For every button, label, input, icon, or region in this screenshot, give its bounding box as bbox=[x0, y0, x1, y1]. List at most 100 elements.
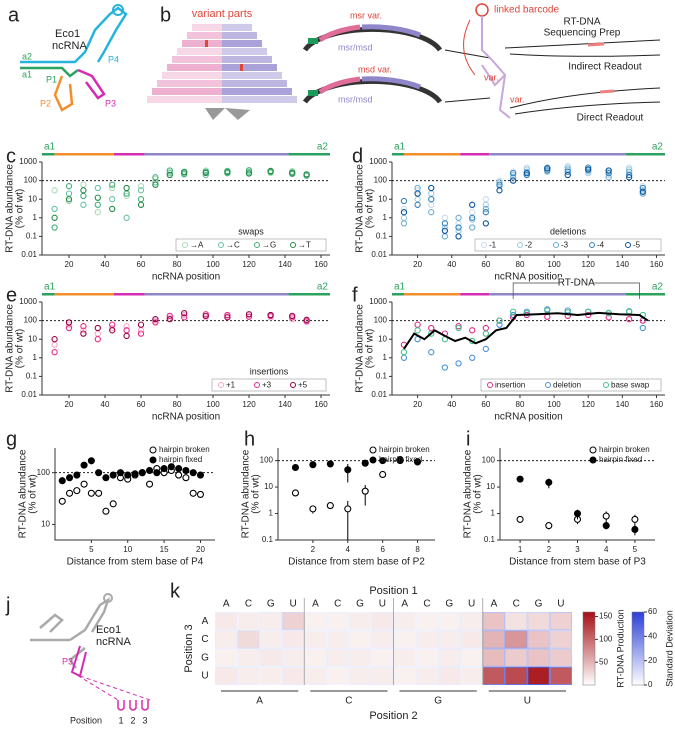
legend-label: insertion bbox=[495, 381, 525, 390]
x-tick-label: 80 bbox=[516, 260, 525, 269]
heatmap-cell bbox=[527, 630, 550, 649]
y-axis-title: RT-DNA abundance bbox=[5, 164, 16, 253]
point bbox=[51, 336, 58, 343]
point bbox=[175, 465, 183, 473]
diagram-title: ncRNA bbox=[52, 40, 88, 52]
colorbar-tick-label: 150 bbox=[599, 612, 613, 621]
x-tick-label: 40 bbox=[101, 400, 110, 409]
point bbox=[441, 224, 449, 231]
p2-stem bbox=[53, 75, 74, 112]
point bbox=[469, 354, 476, 361]
funnel bbox=[205, 108, 225, 120]
legend-label: -4 bbox=[597, 241, 605, 250]
point bbox=[94, 336, 101, 343]
y-tick-label: 100 bbox=[482, 456, 496, 465]
y-tick-label: 0.1 bbox=[26, 372, 38, 381]
label: P4 bbox=[108, 54, 119, 64]
region-label: a1 bbox=[44, 142, 56, 153]
legend-label: +3 bbox=[262, 381, 272, 390]
variant-part bbox=[222, 64, 277, 71]
x-tick-label: 20 bbox=[196, 545, 205, 554]
point bbox=[123, 184, 130, 192]
y-tick-label: 1000 bbox=[19, 297, 37, 306]
variant-part bbox=[222, 72, 282, 79]
point bbox=[102, 474, 110, 482]
legend-marker bbox=[517, 242, 523, 248]
point bbox=[137, 196, 145, 203]
dna bbox=[504, 39, 661, 57]
panel-label: c bbox=[6, 145, 16, 167]
x-tick-label: 120 bbox=[242, 260, 256, 269]
y-tick-label: 100 bbox=[24, 176, 38, 185]
point bbox=[414, 327, 421, 334]
legend-marker bbox=[589, 456, 597, 464]
y-tick-label: 10 bbox=[486, 482, 495, 491]
point bbox=[109, 196, 116, 203]
point bbox=[441, 214, 449, 221]
arrow bbox=[444, 49, 491, 59]
row-label: A bbox=[202, 616, 209, 627]
point bbox=[51, 205, 58, 213]
point bbox=[181, 171, 188, 178]
point bbox=[95, 469, 103, 477]
heatmap-cell bbox=[438, 612, 461, 631]
colorbar-tick-label: 0 bbox=[648, 680, 653, 689]
plasmid-msd bbox=[361, 76, 421, 90]
label: Sequencing Prep bbox=[544, 28, 621, 39]
point bbox=[102, 507, 110, 515]
point bbox=[80, 181, 87, 188]
row-label: G bbox=[201, 652, 209, 663]
y-axis-title: RT-DNA abundance bbox=[355, 164, 366, 253]
y-axis-title: (% of wt) bbox=[15, 329, 26, 368]
parts-title: variant parts bbox=[192, 8, 253, 20]
variant-mark bbox=[205, 40, 208, 47]
point bbox=[137, 321, 145, 328]
heatmap-cell bbox=[549, 648, 572, 667]
region bbox=[403, 293, 461, 296]
y-tick-label: 0.01 bbox=[21, 250, 37, 259]
x-tick-label: 20 bbox=[65, 260, 74, 269]
column-label: C bbox=[423, 599, 430, 610]
x-axis-title: ncRNA position bbox=[152, 412, 220, 423]
heatmap-cell bbox=[505, 630, 528, 649]
point bbox=[545, 478, 553, 486]
diagram-title: Eco1 bbox=[96, 624, 121, 636]
point bbox=[51, 214, 58, 221]
point bbox=[455, 360, 462, 367]
region-label: a1 bbox=[394, 282, 406, 293]
point bbox=[605, 167, 612, 174]
heatmap-cell bbox=[415, 666, 439, 685]
legend-label: hairpin broken bbox=[599, 445, 650, 454]
x-tick-label: 140 bbox=[616, 260, 630, 269]
heatmap-cell bbox=[281, 612, 305, 631]
x-tick-label: 3 bbox=[575, 545, 580, 554]
x-tick-label: 2 bbox=[311, 545, 316, 554]
point bbox=[94, 209, 101, 216]
y-axis-title: RT-DNA abundance bbox=[463, 449, 474, 538]
heatmap-cell bbox=[505, 612, 528, 631]
point bbox=[326, 502, 334, 510]
x-tick-label: 20 bbox=[65, 400, 74, 409]
point bbox=[509, 170, 517, 177]
group-label: A bbox=[256, 696, 263, 707]
heatmap-cell bbox=[549, 612, 572, 631]
y-tick-label: 100 bbox=[37, 468, 51, 477]
point bbox=[379, 457, 387, 465]
heatmap-cell bbox=[482, 648, 506, 667]
point bbox=[361, 487, 369, 495]
point bbox=[152, 181, 159, 188]
y-tick-label: 0.1 bbox=[262, 535, 274, 544]
plasmid-msr bbox=[318, 76, 361, 95]
label: P3 bbox=[62, 656, 73, 666]
heatmap-cell bbox=[326, 648, 349, 667]
point bbox=[152, 315, 159, 323]
point bbox=[51, 341, 58, 348]
heatmap-cell bbox=[304, 648, 327, 667]
point bbox=[496, 321, 503, 328]
legend-label: →A bbox=[190, 241, 204, 250]
point bbox=[564, 171, 571, 179]
row-label: C bbox=[201, 634, 208, 645]
point bbox=[400, 197, 408, 205]
label: 2 bbox=[130, 715, 135, 725]
